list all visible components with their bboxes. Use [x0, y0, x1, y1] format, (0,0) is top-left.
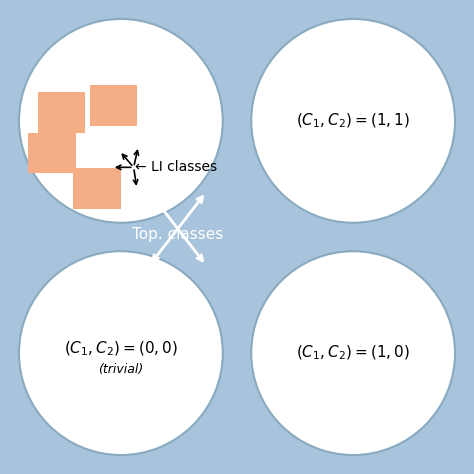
FancyBboxPatch shape: [90, 85, 137, 126]
FancyBboxPatch shape: [38, 92, 85, 133]
Text: $(C_1, C_2)=(1,0)$: $(C_1, C_2)=(1,0)$: [296, 344, 410, 362]
Text: ← LI classes: ← LI classes: [135, 160, 217, 174]
Circle shape: [251, 19, 455, 223]
FancyBboxPatch shape: [28, 133, 76, 173]
Circle shape: [19, 251, 223, 455]
Text: $(C_1, C_2)=(1,1)$: $(C_1, C_2)=(1,1)$: [296, 112, 410, 130]
Text: (trivial): (trivial): [98, 363, 144, 376]
Circle shape: [19, 19, 223, 223]
Circle shape: [251, 251, 455, 455]
FancyBboxPatch shape: [73, 168, 121, 209]
Text: Top. classes: Top. classes: [132, 227, 223, 242]
Text: $(C_1, C_2)=(0,0)$: $(C_1, C_2)=(0,0)$: [64, 339, 178, 357]
